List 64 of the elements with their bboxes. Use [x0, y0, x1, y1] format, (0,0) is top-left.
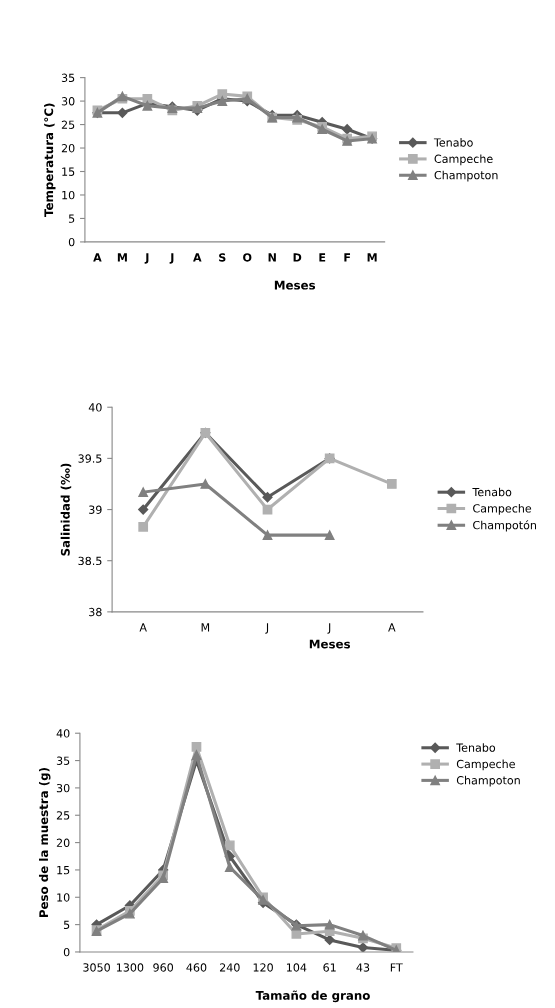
y-tick-label: 15: [62, 167, 75, 176]
legend-label: Tenabo: [472, 487, 512, 497]
legend-label: Champoton: [434, 170, 498, 182]
legend-label: Champotón: [473, 520, 536, 532]
y-tick-label: 38.5: [78, 556, 102, 566]
x-axis-title: Meses: [309, 639, 351, 649]
x-tick-label: J: [265, 623, 269, 634]
y-tick-label: 35: [56, 756, 70, 765]
y-tick-label: 40: [56, 729, 70, 738]
x-tick-label: A: [193, 253, 202, 262]
x-tick-label: FT: [390, 963, 403, 972]
legend-label: Champoton: [456, 775, 520, 787]
x-tick-label: 1300: [116, 963, 144, 972]
y-tick-label: 15: [57, 866, 70, 875]
y-tick-label: 25: [56, 811, 70, 820]
x-tick-label: S: [219, 253, 226, 262]
y-tick-label: 10: [57, 893, 70, 902]
y-tick-label: 5: [63, 920, 70, 929]
x-tick-label: A: [93, 253, 102, 262]
y-tick-label: 39.5: [78, 454, 102, 463]
x-tick-label: 240: [219, 963, 240, 972]
y-tick-label: 20: [56, 838, 70, 847]
x-tick-label: 960: [153, 963, 174, 972]
x-tick-label: A: [139, 623, 147, 632]
x-tick-label: 460: [186, 963, 207, 972]
x-tick-label: 104: [286, 963, 307, 972]
x-tick-label: 43: [356, 963, 370, 972]
legend-label: Tenabo: [456, 743, 496, 752]
x-tick-label: M: [201, 623, 210, 632]
y-tick-label: 38: [89, 607, 102, 617]
x-tick-label: M: [367, 253, 377, 262]
y-axis-title: Peso de la muestra (g): [38, 768, 51, 918]
legend-label: Campeche: [473, 503, 532, 515]
y-axis-title: Temperatura (°C): [44, 103, 56, 217]
y-tick-label: 40: [88, 403, 102, 412]
x-tick-label: A: [388, 623, 396, 632]
y-tick-label: 25: [61, 120, 75, 129]
x-axis-title: Tamaño de grano: [255, 990, 370, 1003]
y-tick-label: 0: [63, 947, 70, 957]
legend-label: Campeche: [434, 154, 493, 166]
y-tick-label: 35: [61, 73, 75, 82]
legend-label: Tenabo: [433, 138, 473, 147]
x-tick-label: M: [117, 253, 127, 262]
y-tick-label: 30: [56, 783, 70, 793]
legend-label: Campeche: [456, 759, 515, 771]
y-tick-label: 0: [68, 237, 75, 247]
y-tick-label: 30: [61, 97, 75, 106]
x-tick-label: D: [293, 253, 302, 262]
x-tick-label: 3050: [83, 963, 110, 972]
y-tick-label: 5: [68, 214, 75, 223]
x-tick-label: N: [268, 253, 276, 262]
x-tick-label: 61: [323, 963, 336, 972]
x-tick-label: 120: [253, 963, 273, 972]
x-tick-label: J: [169, 253, 174, 264]
y-axis-title: Salinidad (‰): [60, 463, 72, 556]
x-tick-label: F: [344, 253, 351, 262]
y-tick-label: 10: [62, 190, 75, 200]
x-tick-label: E: [319, 253, 326, 262]
x-tick-label: J: [144, 253, 149, 264]
x-axis-title: Meses: [274, 280, 316, 290]
x-tick-label: J: [327, 623, 331, 634]
x-tick-label: O: [243, 253, 252, 262]
y-tick-label: 20: [61, 144, 75, 153]
y-tick-label: 39: [89, 505, 102, 514]
